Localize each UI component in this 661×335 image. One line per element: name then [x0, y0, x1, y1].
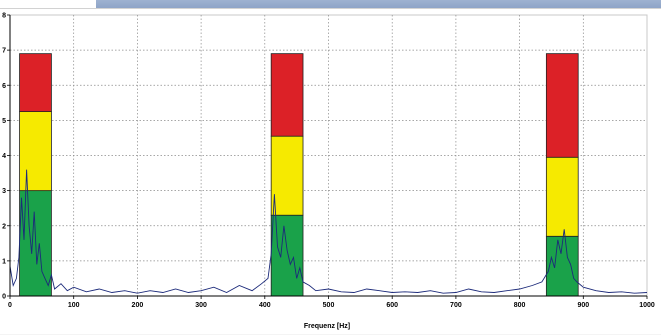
bar-segment-red [19, 53, 52, 112]
spectrum-chart: 0 100 200 300 400 500 600 700 800 900 1000 0 1 2 3 4 5 6 7… [2, 13, 655, 331]
y-tick-label: 8 [2, 13, 6, 20]
bar-segment-red [545, 53, 579, 158]
window-tab[interactable] [0, 0, 97, 8]
x-tick-label: 400 [259, 302, 271, 309]
bar-segment-red [270, 53, 304, 137]
bar-segment-yellow [270, 135, 304, 216]
x-tick-label: 200 [132, 302, 144, 309]
spectrum-line [9, 169, 648, 294]
x-tick-label: 700 [450, 302, 462, 309]
window-title-bar [96, 0, 661, 8]
y-tick-label: 2 [2, 223, 6, 230]
y-tick-label: 5 [2, 118, 6, 125]
x-tick-label: 800 [514, 302, 526, 309]
y-tick-label: 3 [2, 188, 6, 195]
y-tick-label: 7 [2, 48, 6, 55]
bar-segment-yellow [545, 156, 579, 237]
x-tick-label: 900 [577, 302, 589, 309]
y-tick-label: 4 [2, 153, 6, 160]
y-tick-label: 6 [2, 83, 6, 90]
x-axis-title: Frequenz [Hz] [304, 323, 350, 330]
x-tick-label: 1000 [639, 302, 655, 309]
x-tick-label: 300 [195, 302, 207, 309]
x-tick-label: 500 [323, 302, 335, 309]
y-tick-label: 1 [2, 258, 6, 265]
chart-panel: 0 100 200 300 400 500 600 700 800 900 1000 0 1 2 3 4 5 6 7… [0, 8, 661, 334]
bar-segment-yellow [19, 111, 52, 192]
x-tick-label: 600 [386, 302, 398, 309]
x-tick-label: 0 [8, 302, 12, 309]
x-tick-label: 100 [68, 302, 80, 309]
y-tick-label: 0 [2, 294, 6, 301]
